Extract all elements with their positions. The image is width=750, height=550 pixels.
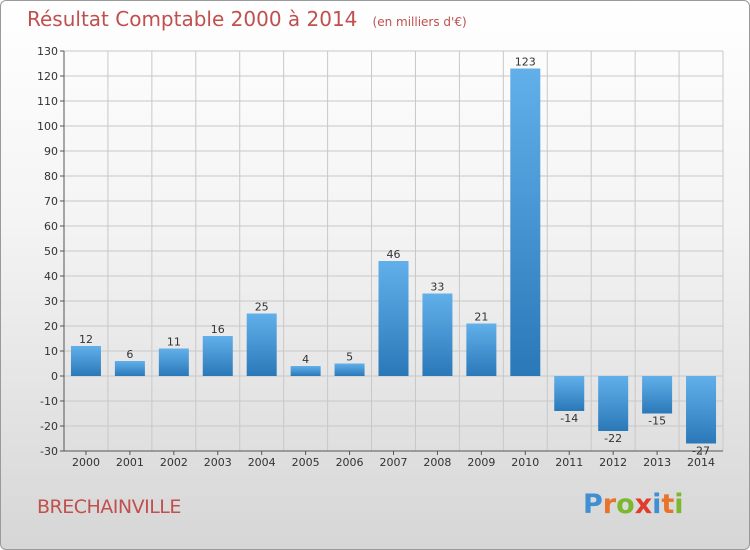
bar bbox=[290, 366, 321, 376]
data-label: 33 bbox=[430, 281, 444, 294]
location-name: BRECHAINVILLE bbox=[37, 496, 181, 518]
bar bbox=[158, 348, 189, 376]
bar bbox=[246, 313, 277, 376]
y-tick-label: 0 bbox=[51, 370, 58, 383]
bars bbox=[70, 68, 717, 444]
data-label: 25 bbox=[255, 301, 269, 314]
x-tick-label: 2001 bbox=[116, 456, 144, 469]
data-label: 4 bbox=[302, 353, 309, 366]
x-tick-label: 2004 bbox=[248, 456, 276, 469]
brand-letter: t bbox=[661, 489, 675, 520]
x-tick-label: 2014 bbox=[687, 456, 715, 469]
y-tick-label: 50 bbox=[44, 245, 58, 258]
chart-title: Résultat Comptable 2000 à 2014 bbox=[27, 7, 358, 31]
data-label: 46 bbox=[387, 248, 401, 261]
data-label: -14 bbox=[560, 412, 578, 425]
axes bbox=[60, 50, 723, 455]
labels: -30 -20 -10 0 10 20 30 40 50 60 70 80 90 100 110 120 130… bbox=[37, 45, 715, 469]
bar bbox=[554, 376, 585, 411]
y-tick-label: 80 bbox=[44, 170, 58, 183]
y-tick-label: 100 bbox=[37, 120, 58, 133]
data-label: -15 bbox=[648, 415, 666, 428]
bar bbox=[334, 363, 365, 376]
brand-letter: i bbox=[674, 489, 684, 520]
data-label: -27 bbox=[692, 445, 710, 458]
y-tick-label: 10 bbox=[44, 345, 58, 358]
y-tick-label: 60 bbox=[44, 220, 58, 233]
x-tick-label: 2000 bbox=[72, 456, 100, 469]
y-tick-label: -10 bbox=[40, 395, 58, 408]
y-tick-label: 30 bbox=[44, 295, 58, 308]
y-tick-label: 90 bbox=[44, 145, 58, 158]
y-tick-label: -20 bbox=[40, 420, 58, 433]
y-tick-label: -30 bbox=[40, 445, 58, 458]
data-label: -22 bbox=[604, 432, 622, 445]
bar bbox=[466, 323, 497, 376]
y-tick-label: 120 bbox=[37, 70, 58, 83]
brand-letter: o bbox=[616, 489, 635, 520]
y-tick-label: 40 bbox=[44, 270, 58, 283]
brand-letter: r bbox=[602, 489, 617, 520]
y-tick-label: 20 bbox=[44, 320, 58, 333]
x-tick-label: 2005 bbox=[292, 456, 320, 469]
y-tick-label: 110 bbox=[37, 95, 58, 108]
brand-letter: i bbox=[652, 489, 662, 520]
bar bbox=[378, 261, 409, 376]
data-label: 12 bbox=[79, 333, 93, 346]
y-tick-label: 70 bbox=[44, 195, 58, 208]
brand-letter: P bbox=[583, 489, 603, 520]
bar bbox=[114, 361, 145, 376]
bar bbox=[422, 293, 453, 376]
data-label: 123 bbox=[515, 56, 536, 69]
data-label: 21 bbox=[474, 311, 488, 324]
x-tick-label: 2006 bbox=[336, 456, 364, 469]
x-tick-label: 2008 bbox=[423, 456, 451, 469]
x-tick-label: 2009 bbox=[467, 456, 495, 469]
x-tick-label: 2003 bbox=[204, 456, 232, 469]
x-tick-label: 2013 bbox=[643, 456, 671, 469]
bar bbox=[510, 68, 541, 376]
data-label: 6 bbox=[126, 348, 133, 361]
bar bbox=[598, 376, 629, 431]
bar bbox=[642, 376, 673, 414]
bar bbox=[70, 346, 101, 376]
bar bbox=[202, 336, 233, 376]
title-row: Résultat Comptable 2000 à 2014 (en milli… bbox=[27, 7, 467, 31]
chart-subtitle: (en milliers d'€) bbox=[372, 15, 467, 29]
x-tick-label: 2011 bbox=[555, 456, 583, 469]
x-tick-label: 2007 bbox=[380, 456, 408, 469]
x-tick-label: 2012 bbox=[599, 456, 627, 469]
brand-letter: x bbox=[634, 489, 653, 520]
data-label: 16 bbox=[211, 323, 225, 336]
y-tick-label: 130 bbox=[37, 45, 58, 58]
data-label: 5 bbox=[346, 351, 353, 364]
x-tick-label: 2010 bbox=[511, 456, 539, 469]
brand-logo: Proxiti bbox=[583, 489, 684, 520]
x-tick-label: 2002 bbox=[160, 456, 188, 469]
bar bbox=[686, 376, 717, 444]
data-label: 11 bbox=[167, 336, 181, 349]
